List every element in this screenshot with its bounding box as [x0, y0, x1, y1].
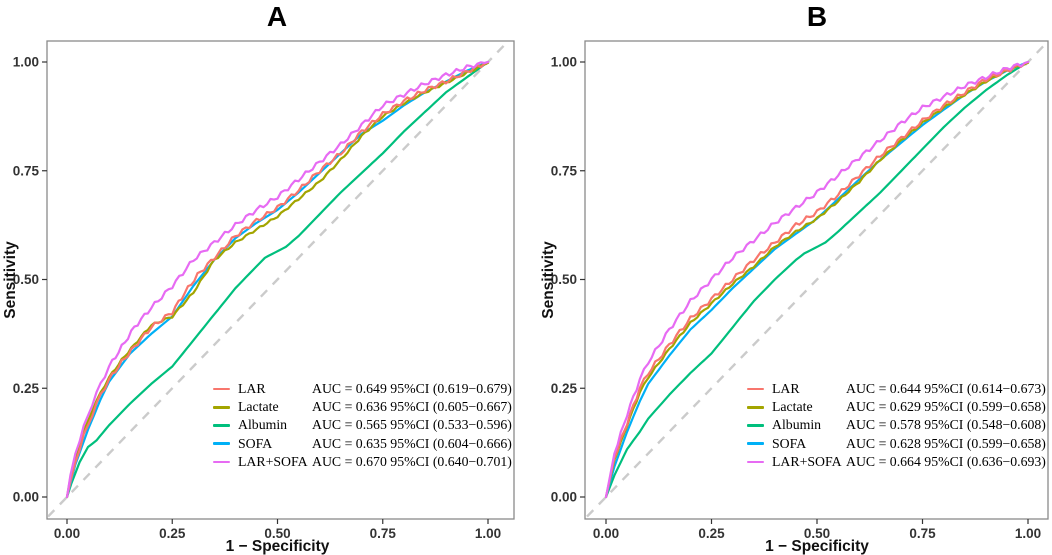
roc-curve-albumin [65, 60, 490, 499]
panel-b-title: B [807, 1, 827, 32]
legend-series-name: LAR+SOFA [772, 453, 842, 469]
panel-b: B 0.00 0.00 0.25 0.25 0.50 0.50 0.75 0.75 1.00 1.… [526, 0, 1052, 555]
legend-row-lar: LAR AUC = 0.644 95%CI (0.614−0.673) [747, 380, 1046, 398]
chance-diagonal-line [586, 41, 1048, 518]
legend-series-name: LAR [238, 381, 266, 396]
roc-curve-lar-sofa [65, 60, 490, 499]
legend-line-swatch [747, 442, 764, 445]
panel-b-x-axis-title: 1 − Specificity [765, 538, 869, 555]
x-tick-label: 0.50 [264, 526, 290, 541]
roc-curve-albumin [604, 60, 1030, 499]
legend-series-name: SOFA [772, 435, 807, 451]
legend-series-name: Lactate [238, 399, 279, 415]
legend-auc-text: AUC = 0.636 95%CI (0.605−0.667) [312, 399, 512, 415]
panel-a: A 0.00 0.00 0.25 0.25 0.50 0.50 0.75 0.75 1.00 1.… [2, 1, 515, 555]
roc-curve-lactate [604, 61, 1030, 499]
legend-row-albumin: Albumin AUC = 0.565 95%CI (0.533−0.596) [213, 416, 512, 434]
legend-row-sofa: SOFA AUC = 0.628 95%CI (0.599−0.658) [747, 435, 1046, 453]
legend-auc-text: AUC = 0.649 95%CI (0.619−0.679) [312, 381, 512, 396]
y-tick-label: 1.00 [551, 55, 577, 70]
legend-series-name: Lactate [772, 399, 813, 415]
panel-b-y-axis-title: Sensitivity [540, 241, 557, 319]
y-tick-label: 0.50 [551, 272, 577, 287]
legend-line-swatch [213, 424, 230, 427]
panel-b-legend: LAR AUC = 0.644 95%CI (0.614−0.673) Lactat… [747, 380, 1046, 471]
panel-a-svg: A 0.00 0.00 0.25 0.25 0.50 0.50 0.75 0.75 1.00 1.… [2, 1, 515, 555]
x-tick-label: 0.75 [370, 526, 397, 541]
panel-a-y-axis-title: Sensitivity [2, 241, 19, 319]
roc-curve-lar-sofa [604, 60, 1030, 499]
y-tick-label: 0.00 [551, 490, 577, 505]
legend-line-swatch [213, 460, 230, 464]
x-tick-label: 0.75 [909, 526, 936, 541]
legend-auc-text: AUC = 0.628 95%CI (0.599−0.658) [846, 435, 1046, 451]
legend-auc-text: AUC = 0.635 95%CI (0.604−0.666) [312, 435, 512, 451]
legend-line-swatch [213, 442, 230, 445]
legend-auc-text: AUC = 0.578 95%CI (0.548−0.608) [846, 417, 1046, 433]
legend-line-swatch [747, 460, 764, 464]
legend-line-swatch [213, 387, 230, 391]
legend-auc-text: AUC = 0.644 95%CI (0.614−0.673) [846, 381, 1046, 396]
panel-b-svg: B 0.00 0.00 0.25 0.25 0.50 0.50 0.75 0.75 1.00 1.… [540, 1, 1049, 555]
legend-auc-text: AUC = 0.565 95%CI (0.533−0.596) [312, 417, 512, 433]
legend-row-lar: LAR AUC = 0.649 95%CI (0.619−0.679) [213, 380, 512, 398]
legend-line-swatch [213, 405, 230, 409]
roc-curve-lar [65, 60, 490, 499]
legend-line-swatch [747, 405, 764, 409]
legend-line-swatch [747, 424, 764, 427]
legend-row-lar-sofa: LAR+SOFA AUC = 0.670 95%CI (0.640−0.701) [213, 453, 512, 471]
x-tick-label: 0.25 [698, 526, 725, 541]
y-tick-label: 1.00 [13, 55, 39, 70]
legend-row-albumin: Albumin AUC = 0.578 95%CI (0.548−0.608) [747, 416, 1046, 434]
x-tick-label: 1.00 [1015, 526, 1041, 541]
y-tick-label: 0.00 [13, 490, 39, 505]
y-tick-label: 0.25 [13, 381, 40, 396]
legend-series-name: Albumin [772, 417, 822, 433]
panel-a-curves [47, 41, 508, 518]
panel-a-axes: 0.00 0.00 0.25 0.25 0.50 0.50 0.75 0.75 1.00 1.00 [13, 40, 515, 541]
legend-row-lactate: Lactate AUC = 0.629 95%CI (0.599−0.658) [747, 398, 1046, 416]
x-tick-label: 0.25 [159, 526, 186, 541]
panel-a-x-axis-title: 1 − Specificity [226, 538, 330, 555]
legend-series-name: Albumin [238, 417, 288, 433]
y-tick-label: 0.75 [13, 163, 40, 178]
y-tick-label: 0.50 [13, 272, 39, 287]
legend-series-name: SOFA [238, 435, 273, 451]
legend-series-name: LAR [772, 381, 800, 396]
legend-row-lactate: Lactate AUC = 0.636 95%CI (0.605−0.667) [213, 398, 512, 416]
legend-series-name: LAR+SOFA [238, 453, 308, 469]
y-tick-label: 0.75 [551, 163, 578, 178]
x-tick-label: 0.00 [593, 526, 619, 541]
legend-line-swatch [747, 387, 764, 391]
x-tick-label: 0.00 [54, 526, 80, 541]
legend-auc-text: AUC = 0.629 95%CI (0.599−0.658) [846, 399, 1046, 415]
legend-auc-text: AUC = 0.670 95%CI (0.640−0.701) [312, 453, 512, 469]
panel-b-axes: 0.00 0.00 0.25 0.25 0.50 0.50 0.75 0.75 1.00 1.00 [551, 40, 1049, 541]
legend-auc-text: AUC = 0.664 95%CI (0.636−0.693) [846, 453, 1046, 469]
panel-a-title: A [267, 1, 287, 32]
x-tick-label: 0.50 [804, 526, 830, 541]
x-tick-label: 1.00 [475, 526, 501, 541]
panel-b-curves [586, 41, 1048, 518]
legend-row-sofa: SOFA AUC = 0.635 95%CI (0.604−0.666) [213, 435, 512, 453]
legend-row-lar-sofa: LAR+SOFA AUC = 0.664 95%CI (0.636−0.693) [747, 453, 1046, 471]
chance-diagonal-line [47, 41, 508, 518]
roc-curve-lar [604, 60, 1030, 499]
panel-a-legend: LAR AUC = 0.649 95%CI (0.619−0.679) Lactat… [213, 380, 512, 471]
y-tick-label: 0.25 [551, 381, 578, 396]
